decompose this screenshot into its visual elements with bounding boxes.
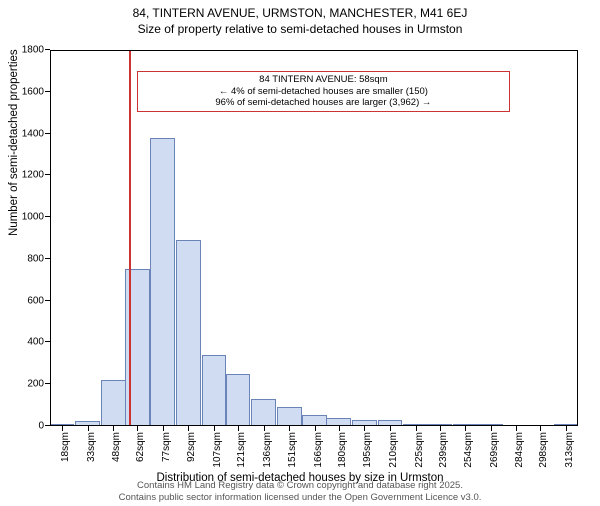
- histogram-bar: [378, 420, 403, 426]
- histogram-bar: [453, 424, 478, 427]
- x-tick-label: 239sqm: [438, 432, 449, 468]
- y-tick-label: 0: [38, 421, 50, 432]
- chart-title-line2: Size of property relative to semi-detach…: [0, 22, 600, 36]
- y-axis-label: Number of semi-detached properties: [8, 49, 20, 236]
- x-tick-label: 313sqm: [564, 432, 575, 468]
- y-tick-label: 600: [27, 295, 50, 306]
- x-tick-label: 254sqm: [463, 432, 474, 468]
- histogram-bar: [251, 399, 276, 426]
- histogram-bar: [403, 424, 428, 426]
- x-tick-mark: [364, 426, 365, 431]
- x-tick-label: 92sqm: [186, 432, 197, 462]
- x-tick-label: 62sqm: [135, 432, 146, 462]
- chart-title-line1: 84, TINTERN AVENUE, URMSTON, MANCHESTER,…: [0, 6, 600, 20]
- y-tick-mark: [45, 383, 50, 384]
- x-tick-label: 195sqm: [362, 432, 373, 468]
- x-tick-mark: [390, 426, 391, 431]
- x-tick-label: 77sqm: [161, 432, 172, 462]
- x-tick-label: 33sqm: [86, 432, 97, 462]
- x-tick-mark: [315, 426, 316, 431]
- x-tick-mark: [264, 426, 265, 431]
- annotation-line3: 96% of semi-detached houses are larger (…: [142, 97, 505, 109]
- y-tick-mark: [45, 133, 50, 134]
- x-tick-mark: [540, 426, 541, 431]
- y-tick-label: 1800: [22, 45, 50, 56]
- x-tick-label: 48sqm: [111, 432, 122, 462]
- x-tick-mark: [416, 426, 417, 431]
- y-tick-mark: [45, 300, 50, 301]
- y-tick-label: 1200: [22, 170, 50, 181]
- x-tick-mark: [113, 426, 114, 431]
- x-tick-label: 107sqm: [212, 432, 223, 468]
- y-tick-mark: [45, 341, 50, 342]
- y-tick-mark: [45, 91, 50, 92]
- y-tick-label: 1000: [22, 212, 50, 223]
- footer-line2: Contains public sector information licen…: [0, 492, 600, 503]
- histogram-bar: [427, 424, 452, 426]
- x-tick-label: 151sqm: [287, 432, 298, 468]
- y-tick-label: 200: [27, 379, 50, 390]
- plot-area: 02004006008001000120014001600180018sqm33…: [50, 50, 578, 426]
- histogram-bar: [75, 421, 100, 426]
- x-tick-label: 136sqm: [262, 432, 273, 468]
- x-tick-mark: [137, 426, 138, 431]
- histogram-bar: [302, 415, 327, 426]
- histogram-bar: [101, 380, 126, 426]
- histogram-bar: [478, 424, 503, 426]
- x-tick-mark: [289, 426, 290, 431]
- x-tick-mark: [163, 426, 164, 431]
- histogram-bar: [176, 240, 201, 426]
- annotation-box: 84 TINTERN AVENUE: 58sqm← 4% of semi-det…: [137, 71, 510, 113]
- histogram-bar: [277, 407, 302, 426]
- footer-line1: Contains HM Land Registry data © Crown c…: [0, 480, 600, 491]
- x-tick-mark: [214, 426, 215, 431]
- histogram-bar: [352, 420, 377, 426]
- x-tick-label: 298sqm: [538, 432, 549, 468]
- histogram-bar: [226, 374, 251, 426]
- x-tick-mark: [188, 426, 189, 431]
- x-tick-label: 166sqm: [313, 432, 324, 468]
- y-tick-mark: [45, 258, 50, 259]
- y-tick-mark: [45, 216, 50, 217]
- x-tick-label: 269sqm: [489, 432, 500, 468]
- histogram-bar: [50, 424, 75, 426]
- x-tick-label: 225sqm: [414, 432, 425, 468]
- histogram-bar: [554, 424, 579, 426]
- x-tick-mark: [516, 426, 517, 431]
- x-tick-label: 180sqm: [337, 432, 348, 468]
- y-tick-label: 800: [27, 253, 50, 264]
- x-tick-mark: [238, 426, 239, 431]
- histogram-bar: [150, 138, 175, 426]
- histogram-bar: [326, 418, 351, 426]
- x-tick-mark: [465, 426, 466, 431]
- x-tick-mark: [62, 426, 63, 431]
- x-tick-mark: [491, 426, 492, 431]
- x-tick-mark: [566, 426, 567, 431]
- x-tick-mark: [88, 426, 89, 431]
- x-tick-label: 210sqm: [388, 432, 399, 468]
- x-tick-mark: [440, 426, 441, 431]
- x-tick-label: 121sqm: [236, 432, 247, 468]
- x-tick-label: 18sqm: [60, 432, 71, 462]
- y-tick-label: 1400: [22, 128, 50, 139]
- x-tick-label: 284sqm: [514, 432, 525, 468]
- y-tick-label: 1600: [22, 86, 50, 97]
- y-tick-mark: [45, 174, 50, 175]
- property-marker-line: [129, 50, 131, 426]
- annotation-line1: 84 TINTERN AVENUE: 58sqm: [142, 74, 505, 86]
- annotation-line2: ← 4% of semi-detached houses are smaller…: [142, 86, 505, 98]
- x-tick-mark: [339, 426, 340, 431]
- chart-area: 02004006008001000120014001600180018sqm33…: [50, 50, 578, 426]
- y-tick-label: 400: [27, 337, 50, 348]
- histogram-bar: [202, 355, 227, 426]
- y-tick-mark: [45, 49, 50, 50]
